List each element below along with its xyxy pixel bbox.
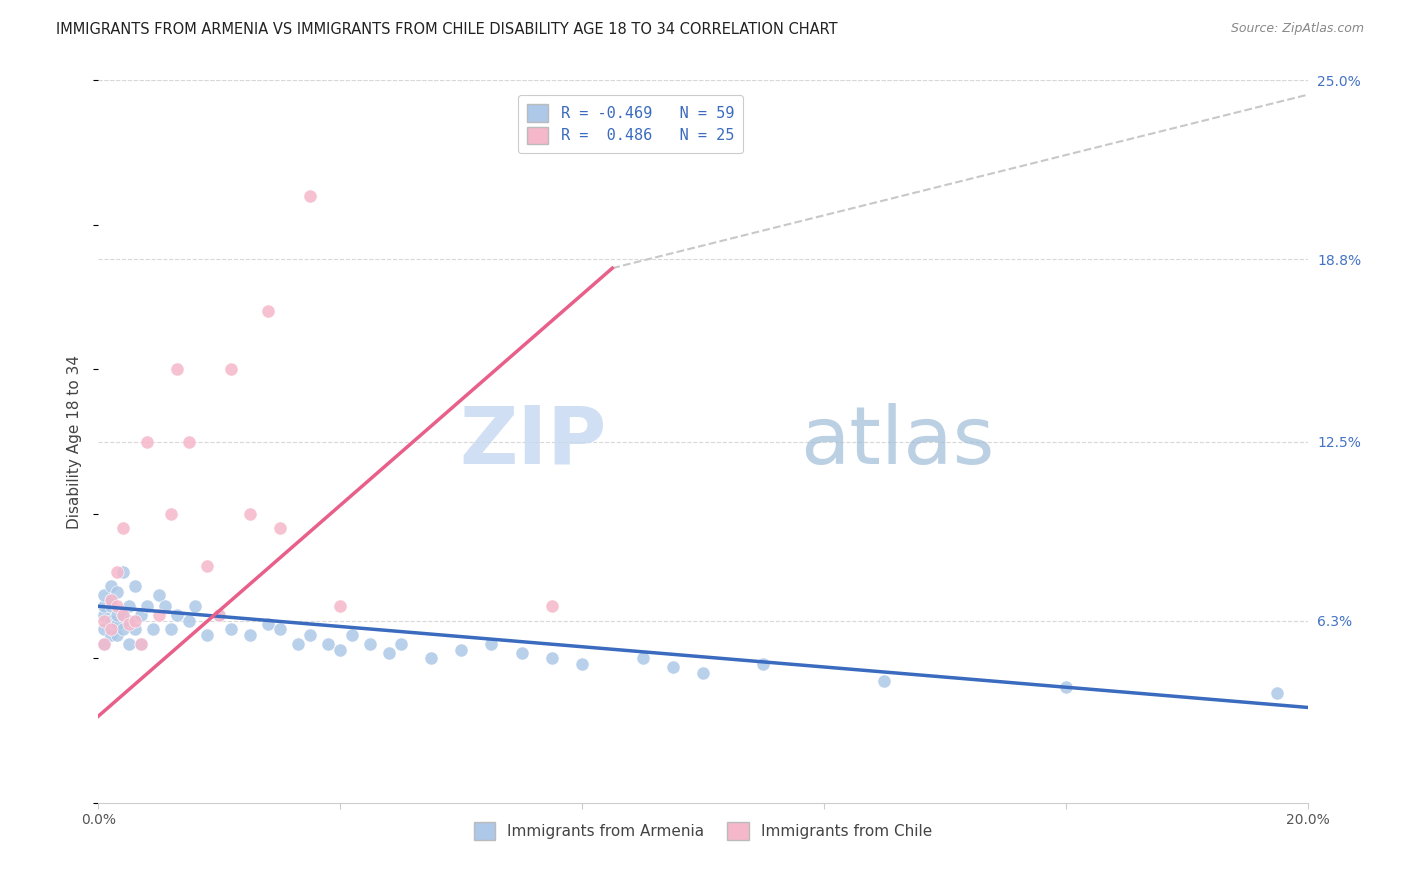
Point [692,665,714,680]
Text: Source: ZipAtlas.com: Source: ZipAtlas.com [1230,22,1364,36]
Point [153,599,176,614]
Point [148,588,170,602]
Text: IMMIGRANTS FROM ARMENIA VS IMMIGRANTS FROM CHILE DISABILITY AGE 18 TO 34 CORRELA: IMMIGRANTS FROM ARMENIA VS IMMIGRANTS FR… [56,22,838,37]
Point [299,628,322,642]
Point [166,362,188,376]
Point [93,637,115,651]
Point [571,657,593,671]
Point [420,651,443,665]
Point [179,614,201,628]
Point [195,628,218,642]
Point [540,651,562,665]
Point [111,521,134,535]
Legend: Immigrants from Armenia, Immigrants from Chile: Immigrants from Armenia, Immigrants from… [468,816,938,846]
Point [105,565,128,579]
Point [316,637,339,651]
Point [100,599,122,614]
Point [118,637,141,651]
Point [93,599,115,614]
Point [752,657,775,671]
Point [135,599,157,614]
Point [105,607,128,622]
Point [105,584,128,599]
Point [129,637,152,651]
Point [540,599,562,614]
Point [93,588,115,602]
Point [329,642,352,657]
Point [124,579,146,593]
Point [256,616,278,631]
Point [269,521,291,535]
Text: atlas: atlas [800,402,994,481]
Point [1267,686,1289,700]
Point [256,304,278,318]
Point [195,558,218,573]
Point [481,637,503,651]
Point [129,607,152,622]
Point [661,660,683,674]
Point [100,579,122,593]
Point [93,637,115,651]
Point [208,607,231,622]
Point [118,616,141,631]
Point [105,628,128,642]
Point [105,616,128,631]
Point [873,674,896,689]
Point [184,599,207,614]
Point [118,614,141,628]
Point [166,607,188,622]
Point [360,637,382,651]
Point [93,623,115,637]
Point [124,614,146,628]
Point [239,628,262,642]
Point [100,593,122,607]
Point [93,607,115,622]
Point [239,507,262,521]
Point [100,623,122,637]
Point [377,646,399,660]
Point [208,607,231,622]
Point [221,362,243,376]
Point [118,599,141,614]
Point [129,637,152,651]
Point [389,637,412,651]
Point [510,646,533,660]
Point [105,599,128,614]
Point [142,623,165,637]
Point [287,637,309,651]
Point [100,614,122,628]
Point [631,651,654,665]
Point [221,623,243,637]
Point [342,628,364,642]
Text: ZIP: ZIP [458,402,606,481]
Point [100,628,122,642]
Point [135,434,157,449]
Point [111,607,134,622]
Y-axis label: Disability Age 18 to 34: Disability Age 18 to 34 [67,354,83,529]
Point [111,565,134,579]
Point [160,507,183,521]
Point [148,607,170,622]
Point [299,189,322,203]
Point [93,614,115,628]
Point [329,599,352,614]
Point [1054,680,1077,694]
Point [111,623,134,637]
Point [160,623,183,637]
Point [111,607,134,622]
Point [269,623,291,637]
Point [124,623,146,637]
Point [179,434,201,449]
Point [450,642,472,657]
Point [100,593,122,607]
